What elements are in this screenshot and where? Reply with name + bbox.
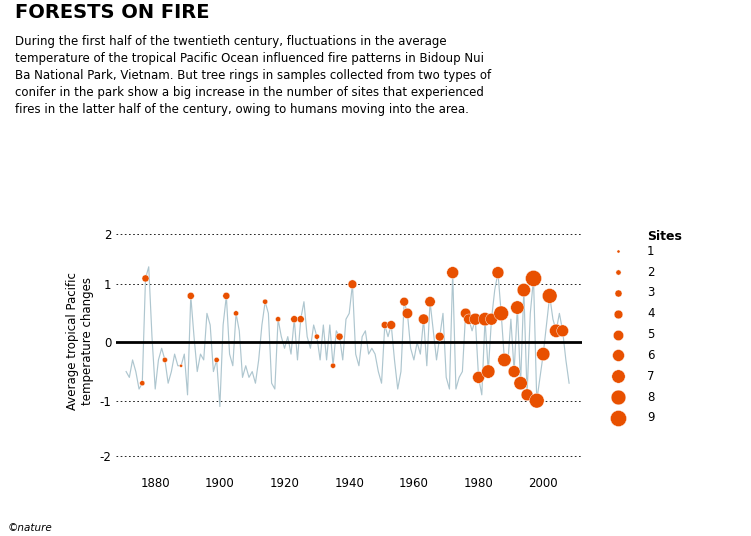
Point xyxy=(294,315,306,323)
Point xyxy=(479,315,491,323)
Text: 1: 1 xyxy=(647,245,654,258)
Point xyxy=(495,309,507,318)
Point xyxy=(531,397,543,405)
Point xyxy=(499,355,511,364)
Point xyxy=(346,280,358,288)
Point xyxy=(140,274,152,282)
Point xyxy=(613,372,625,381)
Point xyxy=(485,315,497,323)
Text: 7: 7 xyxy=(647,370,654,383)
Text: 9: 9 xyxy=(647,412,654,425)
Point xyxy=(379,321,391,329)
Text: 3: 3 xyxy=(647,286,654,300)
Text: 8: 8 xyxy=(647,391,654,404)
Text: ©nature: ©nature xyxy=(8,523,53,533)
Point xyxy=(472,373,484,382)
Point xyxy=(385,321,397,329)
Point xyxy=(136,379,148,388)
Point xyxy=(185,292,197,300)
Point xyxy=(527,274,539,282)
Point xyxy=(492,269,504,277)
Text: 6: 6 xyxy=(647,349,654,362)
Point xyxy=(514,379,526,388)
Text: During the first half of the twentieth century, fluctuations in the average
temp: During the first half of the twentieth c… xyxy=(15,35,491,116)
Point xyxy=(482,367,494,376)
Point xyxy=(508,367,520,376)
Point xyxy=(613,309,625,318)
Point xyxy=(210,355,222,364)
Point xyxy=(613,289,625,297)
Point xyxy=(398,297,410,306)
Point xyxy=(521,391,533,399)
Point xyxy=(230,309,242,318)
Point xyxy=(613,330,625,339)
Point xyxy=(418,315,430,323)
Point xyxy=(613,414,625,422)
Point xyxy=(613,247,625,256)
Point xyxy=(613,268,625,277)
Point xyxy=(288,315,300,323)
Point xyxy=(424,297,436,306)
Point xyxy=(469,315,481,323)
Text: Sites: Sites xyxy=(647,230,682,243)
Point xyxy=(159,355,171,364)
Point xyxy=(511,303,523,312)
Point xyxy=(544,292,556,300)
Point xyxy=(447,269,459,277)
Point xyxy=(434,332,446,341)
Point xyxy=(311,332,323,341)
Y-axis label: Average tropical Pacific
temperature changes: Average tropical Pacific temperature cha… xyxy=(66,272,94,410)
Text: 5: 5 xyxy=(647,328,654,341)
Point xyxy=(517,286,529,294)
Point xyxy=(259,297,271,306)
Point xyxy=(613,351,625,360)
Text: 4: 4 xyxy=(647,307,654,321)
Text: FORESTS ON FIRE: FORESTS ON FIRE xyxy=(15,3,210,21)
Point xyxy=(272,315,284,323)
Point xyxy=(220,292,232,300)
Point xyxy=(463,315,475,323)
Text: 2: 2 xyxy=(647,266,654,279)
Point xyxy=(550,326,562,335)
Point xyxy=(556,326,569,335)
Point xyxy=(333,332,345,341)
Point xyxy=(613,393,625,401)
Point xyxy=(537,350,549,359)
Point xyxy=(175,361,187,370)
Point xyxy=(401,309,413,318)
Point xyxy=(460,309,472,318)
Point xyxy=(327,361,339,370)
